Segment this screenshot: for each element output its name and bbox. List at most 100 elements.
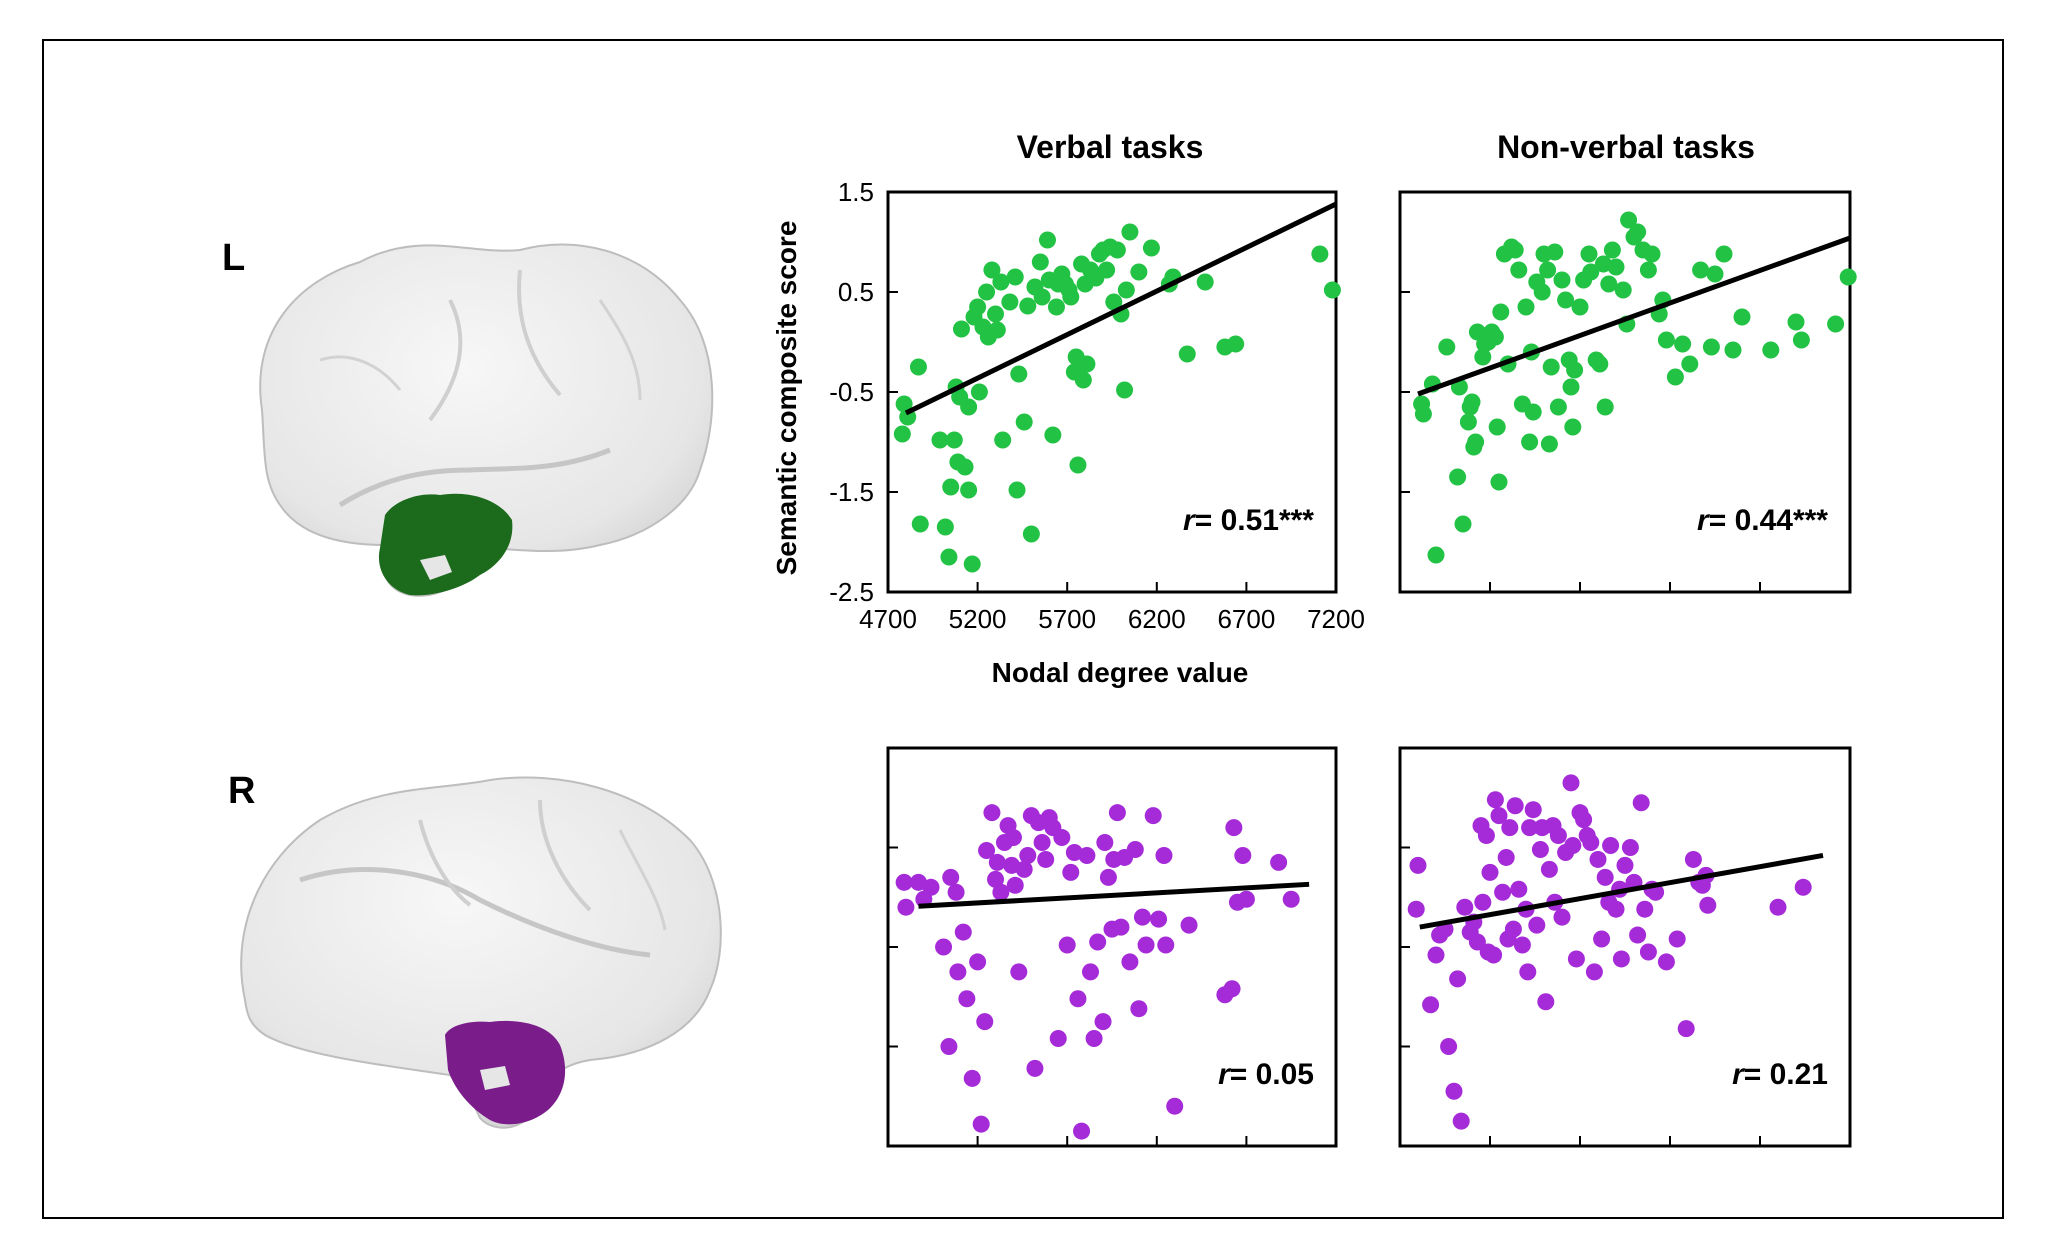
scatter-point <box>1540 435 1558 453</box>
scatter-point <box>1407 900 1425 918</box>
scatter-point <box>1096 834 1114 852</box>
scatter-point <box>1130 1000 1148 1018</box>
scatter-point <box>1553 908 1571 926</box>
scatter-point <box>969 298 987 316</box>
scatter-point <box>992 883 1010 901</box>
scatter-point <box>1629 223 1647 241</box>
scatter-point <box>945 431 963 449</box>
scatter-point <box>1674 335 1692 353</box>
left-brain-region <box>378 493 513 596</box>
correlation-annotation: r= 0.21 <box>1732 1058 1828 1091</box>
scatter-point <box>1108 804 1126 822</box>
regression-line <box>1417 235 1851 397</box>
scatter-point <box>988 321 1006 339</box>
scatter-point <box>1062 288 1080 306</box>
correlation-value: = 0.51*** <box>1195 504 1315 537</box>
scatter-point <box>1157 936 1175 954</box>
scatter-point <box>1150 910 1168 928</box>
scatter-point <box>1270 853 1288 871</box>
scatter-point <box>1702 338 1720 356</box>
scatter-point <box>1116 381 1134 399</box>
scatter-point <box>1004 829 1022 847</box>
scatter-point <box>1010 365 1028 383</box>
scatter-point <box>1681 355 1699 373</box>
y-tick-label: 1.5 <box>838 177 874 207</box>
scatter-point <box>1504 920 1522 938</box>
scatter-point <box>1069 990 1087 1008</box>
scatter-point <box>1490 473 1508 491</box>
scatter-point <box>1639 261 1657 279</box>
scatter-point <box>1546 243 1564 261</box>
scatter-point <box>1562 378 1580 396</box>
left-brain-sulcus <box>319 355 402 391</box>
x-tick-label: 6700 <box>1217 604 1275 634</box>
scatter-point <box>1762 341 1780 359</box>
scatter-point <box>987 305 1005 323</box>
scatter-point <box>1524 801 1542 819</box>
x-tick-label: 7200 <box>1307 604 1365 634</box>
scatter-point <box>895 873 913 891</box>
regression-line <box>1419 852 1824 930</box>
correlation-r: r <box>1732 1058 1746 1091</box>
scatter-point <box>1519 963 1537 981</box>
scatter-point <box>893 425 911 443</box>
scatter-point <box>1492 303 1510 321</box>
scatter-point <box>911 515 929 533</box>
scatter-point <box>1449 468 1467 486</box>
scatter-point <box>1438 338 1456 356</box>
figure-border <box>42 39 2004 1219</box>
scatter-point <box>1596 868 1614 886</box>
correlation-value: = 0.05 <box>1230 1058 1314 1091</box>
scatter-point <box>1706 265 1724 283</box>
scatter-point <box>1058 936 1076 954</box>
scatter-point <box>1069 456 1087 474</box>
right-brain-sulcus <box>418 819 472 907</box>
scatter-point <box>1564 418 1582 436</box>
scatter-point <box>1506 241 1524 259</box>
scatter-point <box>1234 846 1252 864</box>
scatter-point <box>1575 811 1593 829</box>
scatter-point <box>1006 876 1024 894</box>
scatter-point <box>1636 900 1654 918</box>
scatter-point <box>909 358 927 376</box>
scatter-point <box>1668 930 1686 948</box>
scatter-point <box>1643 245 1661 263</box>
scatter-point <box>1553 271 1571 289</box>
scatter-point <box>1078 355 1096 373</box>
right-brain-sulcus <box>299 867 651 958</box>
left-brain-sulcus <box>598 299 642 401</box>
scatter-point <box>1022 525 1040 543</box>
scatter-point <box>1474 348 1492 366</box>
scatter-point <box>1591 355 1609 373</box>
left-brain-sulcus <box>338 447 611 508</box>
scatter-point <box>1010 963 1028 981</box>
scatter-point <box>1580 245 1598 263</box>
scatter-point <box>1596 398 1614 416</box>
scatter-point <box>1085 1030 1103 1048</box>
scatter-point <box>1524 403 1542 421</box>
correlation-r: r <box>1697 504 1711 537</box>
scatter-point <box>1237 890 1255 908</box>
scatter-point <box>1130 263 1148 281</box>
scatter-point <box>1099 868 1117 886</box>
x-axis-label: Nodal degree value <box>992 657 1249 688</box>
scatter-point <box>1542 358 1560 376</box>
scatter-point <box>1629 926 1647 944</box>
scatter-point <box>1044 426 1062 444</box>
scatter-point <box>992 273 1010 291</box>
scatter-point <box>1607 900 1625 918</box>
column-title-verbal: Verbal tasks <box>1017 129 1204 165</box>
scatter-point <box>1839 268 1857 286</box>
scatter-point <box>1282 890 1300 908</box>
scatter-point <box>1602 837 1620 855</box>
scatter-point <box>1477 827 1495 845</box>
scatter-panel-2: r= 0.44*** <box>1398 190 1857 594</box>
y-tick-label: 0.5 <box>838 277 874 307</box>
scatter-point <box>1600 275 1618 293</box>
scatter-point <box>1521 819 1539 837</box>
scatter-point <box>1481 863 1499 881</box>
correlation-annotation: r= 0.44*** <box>1697 504 1828 537</box>
scatter-point <box>935 938 953 956</box>
scatter-point <box>1666 368 1684 386</box>
